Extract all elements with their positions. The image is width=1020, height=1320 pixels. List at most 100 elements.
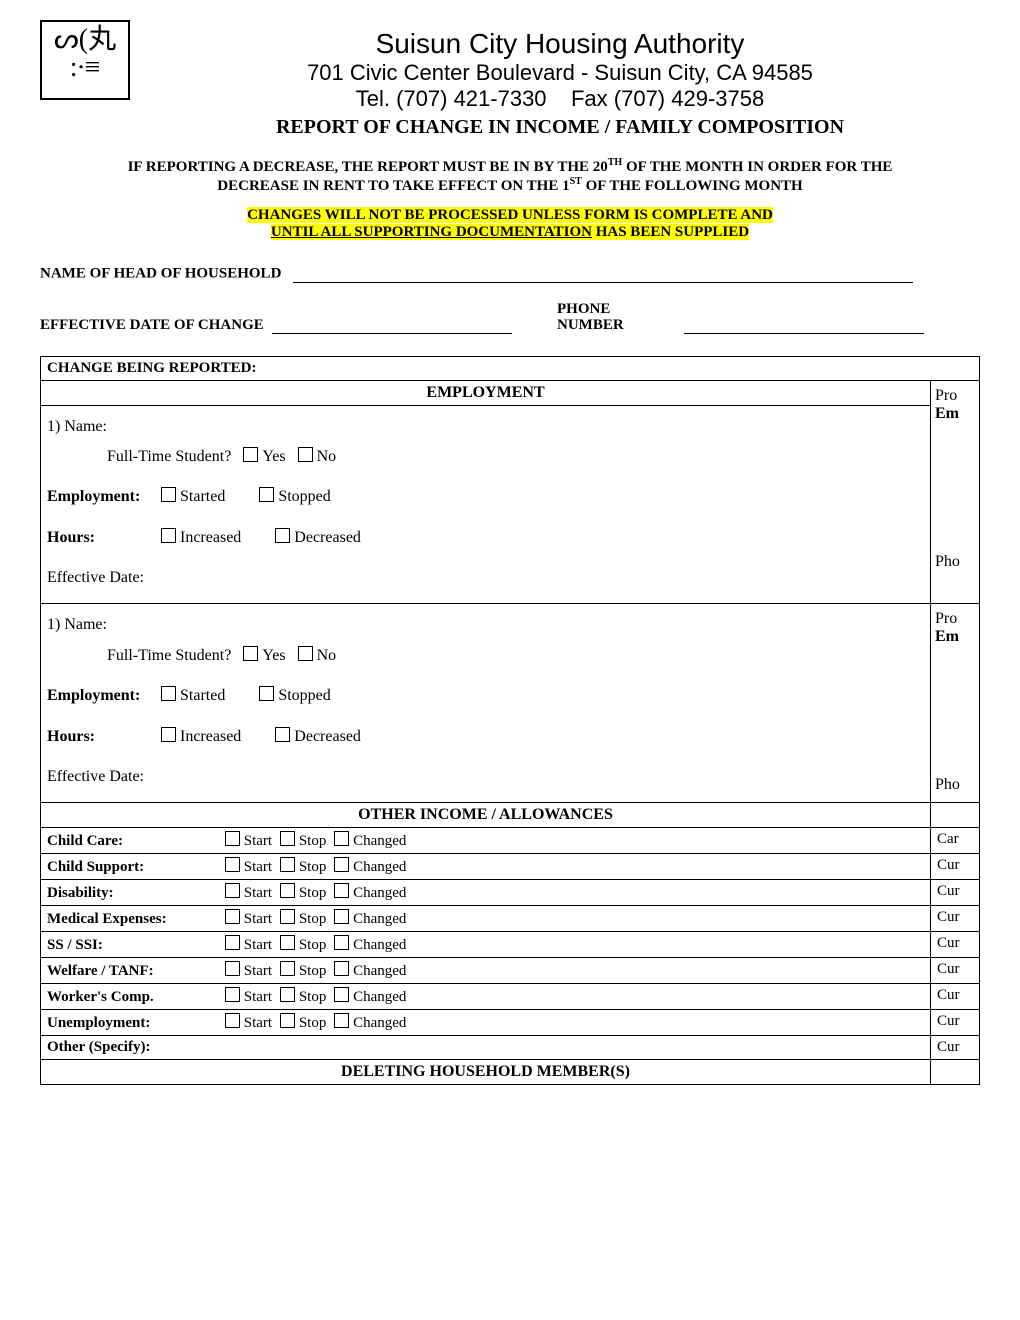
checkbox-changed[interactable] bbox=[334, 857, 349, 872]
cut-text: Cur bbox=[931, 984, 980, 1010]
checkbox-no[interactable] bbox=[298, 447, 313, 462]
head-of-household-input-line[interactable] bbox=[293, 265, 913, 283]
checkbox-increased[interactable] bbox=[161, 727, 176, 742]
opt-changed: Changed bbox=[353, 963, 406, 979]
checkbox-start[interactable] bbox=[225, 831, 240, 846]
employment-label: Employment: bbox=[47, 482, 157, 512]
income-label: Other (Specify): bbox=[47, 1039, 217, 1056]
org-address: 701 Civic Center Boulevard - Suisun City… bbox=[140, 60, 980, 86]
checkbox-changed[interactable] bbox=[334, 935, 349, 950]
fts-label: Full-Time Student? bbox=[107, 448, 231, 465]
effective-date-input-line[interactable] bbox=[272, 316, 512, 334]
opt-start: Start bbox=[244, 859, 272, 875]
checkbox-increased[interactable] bbox=[161, 528, 176, 543]
opt-start: Start bbox=[244, 1015, 272, 1031]
opt-start: Start bbox=[244, 937, 272, 953]
notice-text: DECREASE IN RENT TO TAKE EFFECT ON THE 1 bbox=[217, 178, 569, 194]
checkbox-decreased[interactable] bbox=[275, 727, 290, 742]
highlight-notice: CHANGES WILL NOT BE PROCESSED UNLESS FOR… bbox=[40, 207, 980, 241]
income-row: Unemployment: Start Stop Changed Cur bbox=[41, 1010, 980, 1036]
checkbox-no[interactable] bbox=[298, 646, 313, 661]
opt-decreased: Decreased bbox=[294, 529, 361, 546]
employment-label: Employment: bbox=[47, 681, 157, 711]
cut-text: Em bbox=[935, 628, 959, 645]
checkbox-stop[interactable] bbox=[280, 857, 295, 872]
opt-start: Start bbox=[244, 833, 272, 849]
opt-stop: Stop bbox=[299, 859, 327, 875]
opt-stop: Stop bbox=[299, 911, 327, 927]
opt-no: No bbox=[317, 647, 337, 664]
field-label: NAME OF HEAD OF HOUSEHOLD bbox=[40, 266, 281, 282]
checkbox-stop[interactable] bbox=[280, 883, 295, 898]
cut-text: Cur bbox=[931, 932, 980, 958]
checkbox-changed[interactable] bbox=[334, 909, 349, 924]
checkbox-start[interactable] bbox=[225, 1013, 240, 1028]
opt-no: No bbox=[317, 448, 337, 465]
checkbox-yes[interactable] bbox=[243, 447, 258, 462]
employment-block-2: 1) Name: Full-Time Student? Yes No Emplo… bbox=[41, 604, 931, 803]
employment-header: EMPLOYMENT bbox=[41, 380, 931, 405]
checkbox-started[interactable] bbox=[161, 686, 176, 701]
income-row: Child Support: Start Stop Changed Cur bbox=[41, 854, 980, 880]
checkbox-start[interactable] bbox=[225, 961, 240, 976]
opt-stopped: Stopped bbox=[278, 687, 330, 704]
opt-stop: Stop bbox=[299, 937, 327, 953]
checkbox-start[interactable] bbox=[225, 909, 240, 924]
checkbox-stopped[interactable] bbox=[259, 487, 274, 502]
date-phone-row: EFFECTIVE DATE OF CHANGE PHONE NUMBER bbox=[40, 301, 980, 334]
phone-label-1: PHONE bbox=[557, 301, 610, 317]
opt-changed: Changed bbox=[353, 833, 406, 849]
checkbox-changed[interactable] bbox=[334, 831, 349, 846]
checkbox-start[interactable] bbox=[225, 883, 240, 898]
checkbox-yes[interactable] bbox=[243, 646, 258, 661]
checkbox-started[interactable] bbox=[161, 487, 176, 502]
income-label: Child Support: bbox=[47, 859, 217, 876]
checkbox-stopped[interactable] bbox=[259, 686, 274, 701]
checkbox-stop[interactable] bbox=[280, 1013, 295, 1028]
checkbox-changed[interactable] bbox=[334, 1013, 349, 1028]
opt-changed: Changed bbox=[353, 937, 406, 953]
opt-start: Start bbox=[244, 911, 272, 927]
right-cut-cell: Pro Em Pho bbox=[931, 604, 980, 803]
checkbox-decreased[interactable] bbox=[275, 528, 290, 543]
logo-icon: ᔕ(丸:∙≡ bbox=[40, 20, 130, 100]
opt-increased: Increased bbox=[180, 529, 241, 546]
right-cut-cell: Pro Em Pho bbox=[931, 380, 980, 604]
blank-cell bbox=[931, 1060, 980, 1085]
checkbox-stop[interactable] bbox=[280, 987, 295, 1002]
opt-started: Started bbox=[180, 488, 225, 505]
opt-yes: Yes bbox=[262, 448, 285, 465]
checkbox-stop[interactable] bbox=[280, 831, 295, 846]
notice-text: OF THE FOLLOWING MONTH bbox=[582, 178, 803, 194]
notice-text: IF REPORTING A DECREASE, THE REPORT MUST… bbox=[128, 159, 608, 175]
checkbox-stop[interactable] bbox=[280, 935, 295, 950]
checkbox-start[interactable] bbox=[225, 935, 240, 950]
checkbox-changed[interactable] bbox=[334, 987, 349, 1002]
income-row: Child Care: Start Stop Changed Car bbox=[41, 828, 980, 854]
checkbox-changed[interactable] bbox=[334, 961, 349, 976]
opt-changed: Changed bbox=[353, 859, 406, 875]
income-label: Unemployment: bbox=[47, 1015, 217, 1032]
opt-stop: Stop bbox=[299, 963, 327, 979]
income-label: Disability: bbox=[47, 885, 217, 902]
field-label: PHONE NUMBER bbox=[557, 301, 624, 334]
fts-label: Full-Time Student? bbox=[107, 647, 231, 664]
checkbox-stop[interactable] bbox=[280, 961, 295, 976]
cut-text: Car bbox=[931, 828, 980, 854]
notice-sup: TH bbox=[608, 157, 622, 168]
income-label: Child Care: bbox=[47, 833, 217, 850]
phone-input-line[interactable] bbox=[684, 316, 924, 334]
checkbox-start[interactable] bbox=[225, 987, 240, 1002]
checkbox-start[interactable] bbox=[225, 857, 240, 872]
income-row: Worker's Comp. Start Stop Changed Cur bbox=[41, 984, 980, 1010]
cut-text: Em bbox=[935, 405, 959, 422]
checkbox-stop[interactable] bbox=[280, 909, 295, 924]
checkbox-changed[interactable] bbox=[334, 883, 349, 898]
deleting-member-header: DELETING HOUSEHOLD MEMBER(S) bbox=[41, 1060, 931, 1085]
opt-increased: Increased bbox=[180, 728, 241, 745]
opt-start: Start bbox=[244, 885, 272, 901]
notice-highlight: CHANGES WILL NOT BE PROCESSED UNLESS FOR… bbox=[247, 207, 773, 223]
income-row: Welfare / TANF: Start Stop Changed Cur bbox=[41, 958, 980, 984]
notice-highlight: HAS BEEN SUPPLIED bbox=[592, 224, 749, 240]
cut-text: Cur bbox=[931, 906, 980, 932]
